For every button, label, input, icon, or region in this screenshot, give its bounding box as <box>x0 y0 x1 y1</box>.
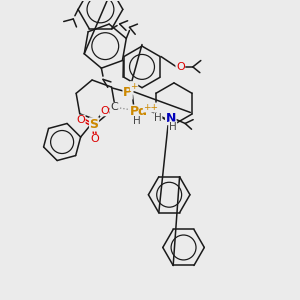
Text: O: O <box>91 134 99 145</box>
Text: H: H <box>154 113 162 123</box>
Text: +: + <box>130 82 138 91</box>
Text: S: S <box>90 118 99 131</box>
Text: P: P <box>123 86 132 99</box>
Text: C: C <box>110 103 118 112</box>
Text: O: O <box>76 115 85 125</box>
Text: H: H <box>133 116 141 126</box>
Text: N: N <box>166 112 176 124</box>
Text: O: O <box>100 106 109 116</box>
Text: H: H <box>169 122 177 132</box>
Text: ++: ++ <box>143 103 158 112</box>
Text: Pd: Pd <box>130 105 148 118</box>
Text: O: O <box>176 62 185 72</box>
